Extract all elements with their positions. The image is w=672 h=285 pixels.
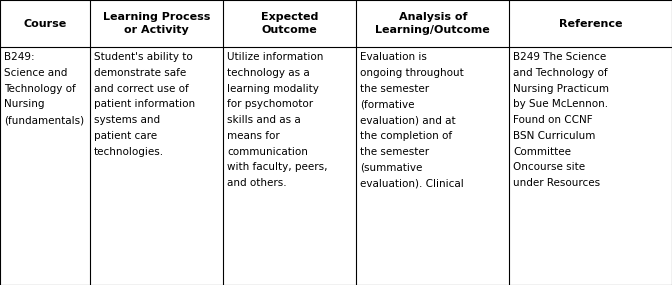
Text: Student's ability to
demonstrate safe
and correct use of
patient information
sys: Student's ability to demonstrate safe an… (94, 52, 195, 157)
Text: B249:
Science and
Technology of
Nursing
(fundamentals): B249: Science and Technology of Nursing … (4, 52, 84, 125)
Text: B249 The Science
and Technology of
Nursing Practicum
by Sue McLennon.
Found on C: B249 The Science and Technology of Nursi… (513, 52, 610, 188)
Text: Learning Process
or Activity: Learning Process or Activity (103, 12, 210, 35)
Text: Reference: Reference (559, 19, 622, 29)
Text: Course: Course (24, 19, 67, 29)
Text: Analysis of
Learning/Outcome: Analysis of Learning/Outcome (376, 12, 490, 35)
Text: Evaluation is
ongoing throughout
the semester
(formative
evaluation) and at
the : Evaluation is ongoing throughout the sem… (360, 52, 464, 188)
Text: Expected
Outcome: Expected Outcome (261, 12, 319, 35)
Text: Utilize information
technology as a
learning modality
for psychomotor
skills and: Utilize information technology as a lear… (227, 52, 328, 188)
